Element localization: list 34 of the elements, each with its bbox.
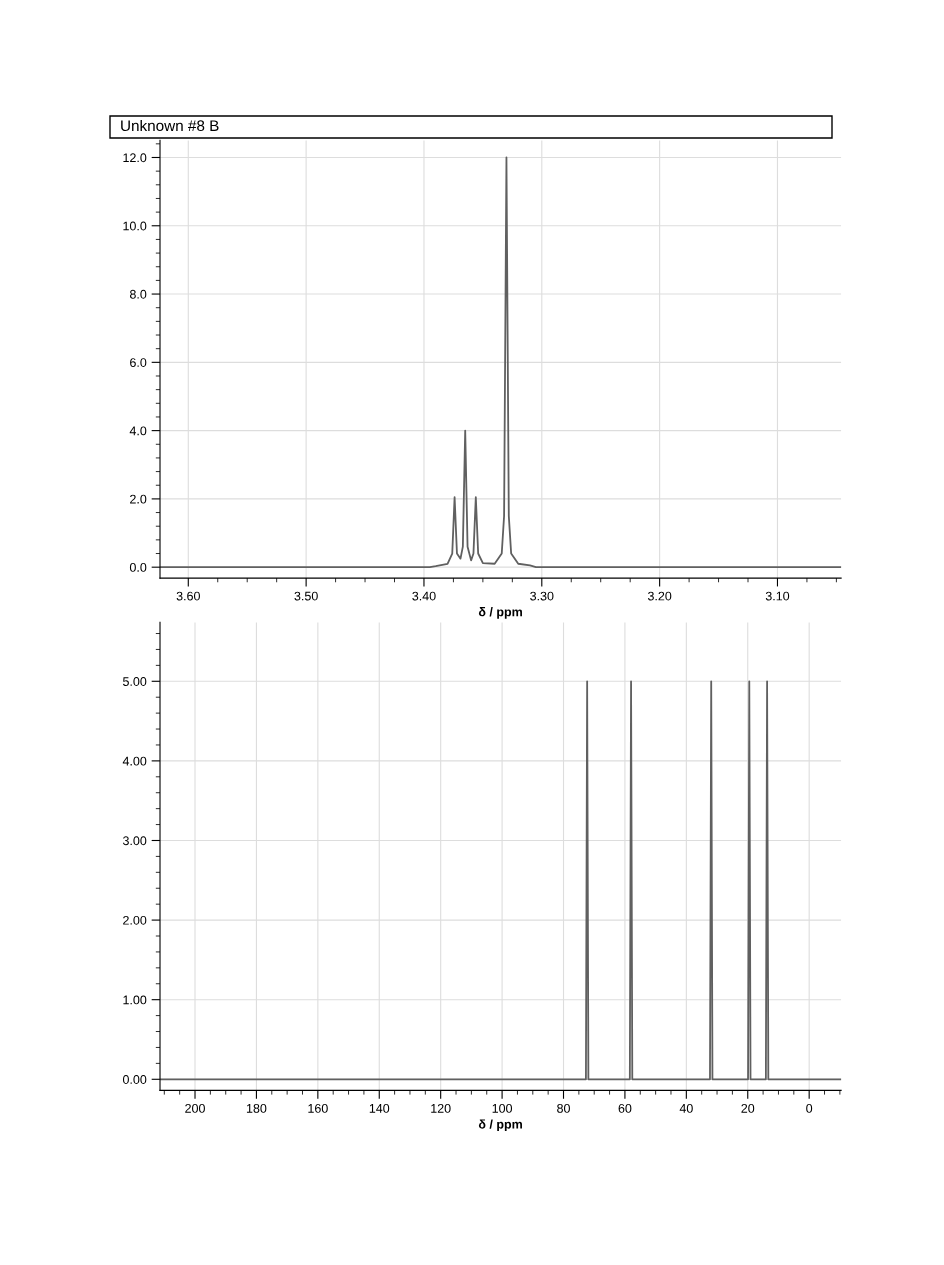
x-tick-label: 3.60 xyxy=(176,591,200,601)
x-tick-label: 100 xyxy=(492,1103,513,1113)
y-tick-label: 4.00 xyxy=(122,756,147,766)
y-tick-label: 4.0 xyxy=(129,426,147,436)
x-tick-label: 200 xyxy=(185,1103,205,1113)
y-tick-label: 12.0 xyxy=(123,153,147,163)
x-tick-label: 120 xyxy=(431,1103,451,1113)
x-tick-label: 20 xyxy=(741,1103,755,1113)
x-tick-label: 180 xyxy=(246,1103,267,1113)
x-tick-label: 3.20 xyxy=(647,591,672,601)
x-tick-label: 3.10 xyxy=(765,591,790,601)
y-tick-label: 2.00 xyxy=(123,915,147,925)
x-tick-label: 3.50 xyxy=(294,591,318,601)
x-tick-label: 0 xyxy=(806,1103,813,1113)
line-series xyxy=(160,156,842,569)
x-tick-label: 80 xyxy=(557,1103,570,1113)
x-tick-label: 40 xyxy=(679,1103,693,1113)
x-tick-label: 60 xyxy=(618,1103,632,1113)
y-tick-label: 8.0 xyxy=(129,289,147,299)
y-tick-label: 6.0 xyxy=(130,358,147,367)
y-tick-label: 3.00 xyxy=(122,836,147,846)
x-tick-label: 3.30 xyxy=(530,591,554,601)
y-tick-label: 1.00 xyxy=(123,995,147,1005)
y-tick-label: 10.0 xyxy=(123,221,147,231)
x-tick-label: 140 xyxy=(369,1103,390,1113)
chart-title: Unknown #8 B xyxy=(121,119,219,132)
x-tick-label: 3.40 xyxy=(412,591,436,601)
y-tick-label: 0.00 xyxy=(122,1075,147,1084)
y-tick-label: 0.0 xyxy=(129,562,147,572)
y-tick-label: 5.00 xyxy=(122,677,147,686)
y-tick-label: 2.0 xyxy=(130,494,147,504)
x-axis-title: δ / ppm xyxy=(478,607,522,619)
x-axis-title: δ / ppm xyxy=(478,1119,522,1132)
x-tick-label: 160 xyxy=(308,1103,328,1113)
